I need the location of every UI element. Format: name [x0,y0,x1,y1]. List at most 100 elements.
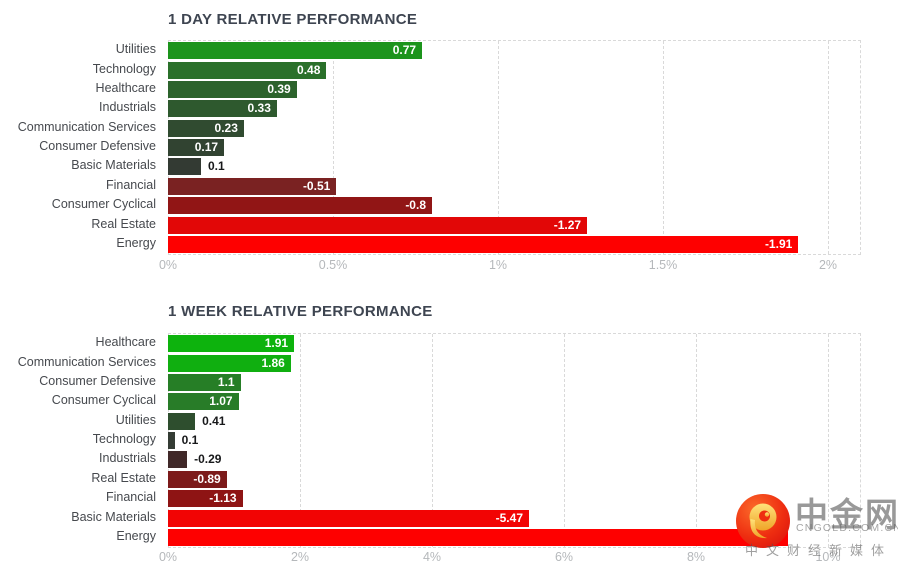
category-label: Energy [116,235,156,250]
bar-utilities[interactable]: 0.77 [168,42,423,60]
category-label: Technology [92,61,156,76]
category-label: Basic Materials [71,158,156,173]
x-tick-label: 0% [158,550,178,564]
bar-industrials[interactable]: 0.33 [168,100,277,118]
x-tick-label: 8% [686,550,706,564]
gridline [663,41,664,254]
plot-area-week: 1.91 1.86 1.1 1.07 0.41 0.1 -0.29 -0.89 -1.13 -5.… [168,333,861,548]
category-axis-day: Utilities Technology Healthcare Industrials… [0,40,162,253]
x-axis-day: 0% 0.5% 1% 1.5% 2% [159,258,860,274]
chart-title-week: 1 WEEK RELATIVE PERFORMANCE [168,303,433,320]
bar-value-label: 0.23 [214,120,238,135]
category-label: Consumer Cyclical [51,393,156,408]
bar-value-label: -0.8 [405,198,426,213]
bar-healthcare[interactable]: 0.39 [168,80,297,98]
bar-basic-materials[interactable] [168,158,201,176]
category-label: Technology [92,432,156,446]
gridline [828,41,829,254]
cngold-logo-icon [736,494,790,548]
category-label: Utilities [115,412,156,427]
bar-financial[interactable]: -0.51 [168,177,337,195]
category-label: Financial [105,177,156,192]
category-label: Consumer Defensive [39,373,156,388]
bar-value-label: 1.91 [264,336,289,351]
bar-industrials[interactable] [168,451,188,469]
bar-consumer-cyclical[interactable]: -0.8 [168,197,432,215]
bar-consumer-cyclical[interactable]: 1.07 [168,393,239,411]
gridline [498,41,499,254]
category-label: Industrials [99,100,156,115]
bar-value-label: 0.48 [297,62,321,77]
bar-value-label: -1.13 [209,491,237,506]
x-tick-label: 1% [488,258,508,272]
bar-value-label: 0.77 [392,43,417,58]
x-tick-label: 1.5% [648,258,678,272]
category-label: Real Estate [91,470,156,485]
bar-consumer-defensive[interactable]: 0.17 [168,139,225,156]
bar-healthcare[interactable]: 1.91 [168,335,295,353]
bar-technology[interactable] [168,432,175,449]
bar-value-label: 0.1 [208,159,225,174]
plot-area-day: 0.77 0.48 0.39 0.33 0.23 0.17 0.1 -0.51 -0.8 -1.2… [168,40,861,255]
category-label: Healthcare [95,80,156,95]
gridline [696,334,697,547]
category-label: Consumer Cyclical [51,197,156,212]
bar-value-label: 0.17 [194,140,219,154]
bar-financial[interactable]: -1.13 [168,490,243,508]
bar-value-label: 0.39 [267,81,291,96]
chart-title-day: 1 DAY RELATIVE PERFORMANCE [168,11,418,28]
cngold-watermark: 中金网 CNGOLD.COM.CN 中文财经新媒体 [736,485,898,563]
gridline [564,334,565,547]
bar-energy[interactable] [168,528,789,546]
category-label: Industrials [99,451,156,466]
bar-value-label: -0.89 [193,471,221,486]
x-tick-label: 0.5% [318,258,348,272]
bar-value-label: -1.91 [764,236,793,251]
x-tick-label: 10% [815,550,841,564]
x-tick-label: 4% [422,550,442,564]
bar-communication-services[interactable]: 1.86 [168,354,291,372]
bar-value-label: 1.86 [261,355,285,370]
bar-value-label: -5.47 [495,510,523,525]
bar-utilities[interactable] [168,412,196,430]
gridline [828,334,829,547]
bar-value-label: 1.1 [217,374,235,389]
bar-real-estate[interactable]: -0.89 [168,470,227,488]
gridline [432,334,433,547]
bar-technology[interactable]: 0.48 [168,61,327,79]
x-tick-label: 2% [290,550,310,564]
bar-value-label: 1.07 [209,394,233,409]
bar-value-label: -0.29 [194,452,222,467]
bar-value-label: 0.41 [202,413,226,428]
bar-real-estate[interactable]: -1.27 [168,216,588,234]
x-axis-week: 0% 2% 4% 6% 8% 10% [159,550,860,566]
category-label: Healthcare [95,335,156,350]
cngold-domain-text: CNGOLD.COM.CN [796,522,898,534]
bar-value-label: -0.51 [302,178,331,193]
bar-value-label: -1.27 [553,217,582,232]
category-label: Real Estate [91,216,156,231]
category-label: Consumer Defensive [39,139,156,153]
category-label: Financial [105,490,156,505]
bar-basic-materials[interactable]: -5.47 [168,509,529,527]
bar-communication-services[interactable]: 0.23 [168,119,244,137]
x-tick-label: 0% [158,258,178,272]
bar-energy[interactable]: -1.91 [168,235,799,253]
cngold-brand-text: 中金网 [795,496,898,533]
x-tick-label: 6% [554,550,574,564]
gridline [333,41,334,254]
bar-consumer-defensive[interactable]: 1.1 [168,373,241,391]
category-label: Basic Materials [71,509,156,524]
bar-value-label: 0.1 [181,433,199,447]
cngold-tagline-text: 中文财经新媒体 [745,543,893,558]
x-tick-label: 2% [818,258,838,272]
category-label: Communication Services [17,354,156,369]
category-label: Communication Services [17,119,156,134]
category-axis-week: Healthcare Communication Services Consumer… [0,333,162,546]
category-label: Energy [116,528,156,543]
bar-value-label: 0.33 [247,101,271,116]
gridline [300,334,301,547]
